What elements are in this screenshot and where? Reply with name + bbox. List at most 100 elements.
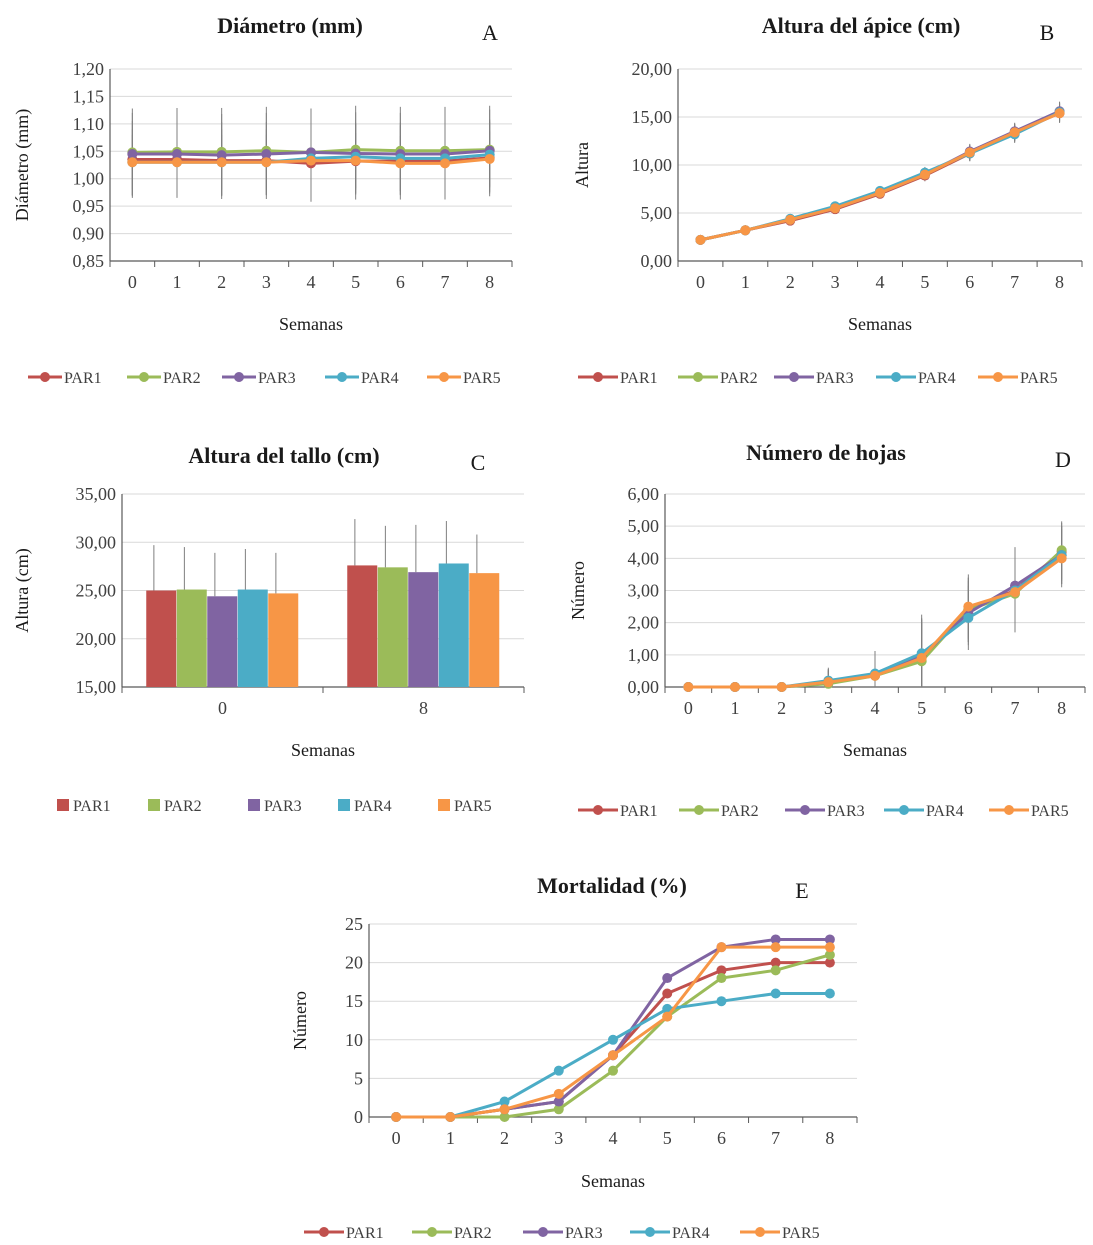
data-point-par5: [964, 147, 975, 158]
x-tick-label: 3: [824, 698, 833, 718]
x-axis-label: Semanas: [581, 1171, 645, 1191]
panel-letter: D: [1055, 447, 1071, 472]
bar-par2: [377, 567, 408, 687]
legend-label: PAR2: [454, 1225, 492, 1242]
legend-label: PAR3: [827, 803, 865, 820]
data-point-par4: [553, 1065, 564, 1076]
panel-letter: A: [482, 20, 498, 45]
legend: PAR1 PAR2 PAR3 PAR4 PAR5: [28, 370, 501, 387]
legend-label: PAR4: [926, 803, 964, 820]
data-point-par5: [499, 1104, 510, 1115]
legend-swatch: [248, 799, 260, 811]
x-tick-label: 0: [696, 272, 705, 292]
data-point-par5: [683, 682, 694, 692]
series-line-par1: [700, 111, 1061, 242]
data-point-par2: [499, 1112, 510, 1122]
data-point-par5: [776, 682, 787, 692]
data-point-par2: [716, 973, 727, 984]
x-tick-label: 4: [609, 1128, 618, 1148]
data-point-par2: [553, 1104, 564, 1115]
data-point-par5: [1009, 127, 1020, 138]
x-tick-label: 3: [262, 272, 271, 292]
legend: PAR1 PAR2 PAR3 PAR4 PAR5: [578, 370, 1058, 387]
legend-label: PAR4: [672, 1225, 710, 1242]
legend-marker: [899, 805, 909, 815]
legend-label: PAR4: [361, 370, 399, 387]
legend-label: PAR1: [64, 370, 102, 387]
legend-marker: [693, 372, 703, 382]
data-point-par1: [662, 988, 673, 999]
legend-marker: [645, 1227, 655, 1237]
y-axis-label: Número: [568, 561, 588, 620]
legend-marker: [789, 372, 799, 382]
chart-title: Número de hojas: [746, 440, 906, 465]
x-tick-label: 7: [1010, 272, 1019, 292]
data-point-par5: [1010, 587, 1020, 598]
data-point-par5: [350, 155, 361, 166]
x-tick-label: 6: [717, 1128, 726, 1148]
y-axis-label: Altura: [572, 142, 592, 188]
legend-swatch: [148, 799, 160, 811]
x-tick-label: 8: [419, 698, 428, 718]
x-tick-label: 6: [965, 272, 974, 292]
data-point-par2: [824, 949, 835, 960]
data-point-par3: [261, 149, 272, 160]
legend-label: PAR2: [163, 370, 201, 387]
data-point-par4: [963, 612, 974, 623]
data-point-par5: [484, 153, 495, 164]
y-tick-label: 1,10: [73, 114, 105, 134]
chart-title: Mortalidad (%): [537, 873, 687, 898]
data-point-par5: [395, 158, 406, 169]
x-tick-label: 4: [307, 272, 316, 292]
y-tick-label: 35,00: [76, 484, 117, 504]
data-point-par5: [391, 1112, 402, 1122]
chart-panel-a: 0,85 0,90 0,95 1,00 1,05 1,10 1,15 1,20 Diámetro…: [12, 13, 513, 387]
legend-label: PAR2: [721, 803, 759, 820]
data-point-par5: [261, 157, 272, 168]
x-tick-label: 2: [786, 272, 795, 292]
y-tick-label: 1,00: [628, 645, 660, 665]
data-point-par1: [770, 957, 781, 968]
y-tick-label: 4,00: [628, 548, 660, 568]
y-tick-label: 0: [354, 1107, 363, 1127]
bar-par2: [176, 589, 207, 687]
data-point-par5: [172, 157, 182, 168]
y-tick-label: 15: [345, 991, 363, 1011]
y-axis-label: Diámetro (mm): [12, 109, 33, 221]
data-point-par4: [608, 1034, 618, 1045]
y-tick-label: 30,00: [76, 532, 117, 552]
legend-label: PAR3: [816, 370, 854, 387]
data-point-par5: [608, 1050, 618, 1061]
x-tick-label: 0: [128, 272, 137, 292]
x-tick-label: 1: [446, 1128, 455, 1148]
data-point-par3: [127, 149, 138, 160]
data-point-par5: [770, 942, 781, 953]
y-tick-label: 1,20: [73, 59, 105, 79]
data-point-par4: [499, 1096, 510, 1107]
legend-marker: [593, 805, 603, 815]
legend-label: PAR2: [164, 798, 202, 815]
bar-par3: [207, 596, 238, 687]
data-point-par5: [875, 187, 885, 198]
legend: PAR1 PAR2 PAR3 PAR4 PAR5: [578, 803, 1069, 820]
data-point-par5: [919, 169, 930, 180]
series-line-par4: [700, 110, 1061, 242]
panel-letter: B: [1040, 20, 1055, 45]
legend-swatch: [438, 799, 450, 811]
chart-title: Altura del ápice (cm): [762, 13, 961, 38]
y-tick-label: 0,85: [73, 251, 105, 271]
legend-marker: [427, 1227, 437, 1237]
data-point-par5: [440, 158, 450, 169]
bar-par5: [268, 593, 299, 687]
legend-swatch: [57, 799, 69, 811]
legend-marker: [800, 805, 810, 815]
y-tick-label: 0,95: [73, 196, 105, 216]
x-tick-label: 5: [917, 698, 926, 718]
data-point-par4: [824, 988, 835, 999]
x-tick-label: 8: [825, 1128, 834, 1148]
x-tick-label: 0: [684, 698, 693, 718]
legend-label: PAR4: [918, 370, 956, 387]
data-point-par1: [824, 957, 835, 968]
y-tick-label: 1,00: [73, 169, 105, 189]
